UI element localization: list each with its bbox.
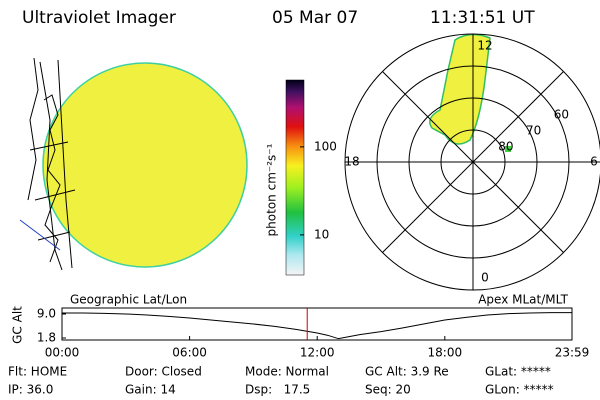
x-tick-label: 18:00 [428,346,463,360]
lat-label: 60 [554,108,569,122]
lat-ring [440,129,506,195]
colorbar-label: photon cm⁻²s⁻¹ [265,143,279,236]
status-item: GLon: ***** [485,383,554,397]
status-item: Seq: 20 [365,383,411,397]
status-item: GC Alt: 3.9 Re [365,365,449,379]
orbit-frame [61,307,573,341]
title: Ultraviolet Imager [22,8,176,28]
orbit-left-label: Geographic Lat/Lon [70,293,187,307]
x-tick-label: 23:59 [555,346,590,360]
colorbar-tick-label: 10 [314,227,329,241]
status-item: Gain: 14 [125,383,176,397]
x-tick-label: 00:00 [45,346,80,360]
y-tick-label: 1.8 [37,331,56,345]
lat-label: 80 [498,140,513,154]
time: 11:31:51 UT [430,8,535,28]
auroral-image [429,34,511,152]
mlt-label: 12 [477,39,492,53]
x-tick-label: 06:00 [172,346,207,360]
status-item: Door: Closed [125,365,202,379]
status-item: Flt: HOME [8,365,67,379]
earth-image [19,57,248,271]
orbit-right-label: Apex MLat/MLT [478,293,568,307]
status-item: GLat: ***** [485,365,551,379]
y-tick-label: 9.0 [37,307,56,321]
x-tick-label: 12:00 [300,346,335,360]
orbit-y-label: GC Alt [11,306,25,344]
status-item: Dsp: 17.5 [245,383,310,397]
date: 05 Mar 07 [272,8,358,28]
lat-label: 70 [526,124,541,138]
status-item: IP: 36.0 [8,383,53,397]
mlt-label: 6 [590,155,598,169]
mlt-label: 18 [344,155,359,169]
lat-ring [376,65,570,259]
lat-ring [408,97,538,227]
altitude-line [62,312,572,340]
mlt-label: 0 [481,271,489,285]
status-item: Mode: Normal [245,365,329,379]
polar-grid [344,33,600,291]
colorbar-tick-label: 100 [314,139,337,153]
colorbar [285,79,305,276]
